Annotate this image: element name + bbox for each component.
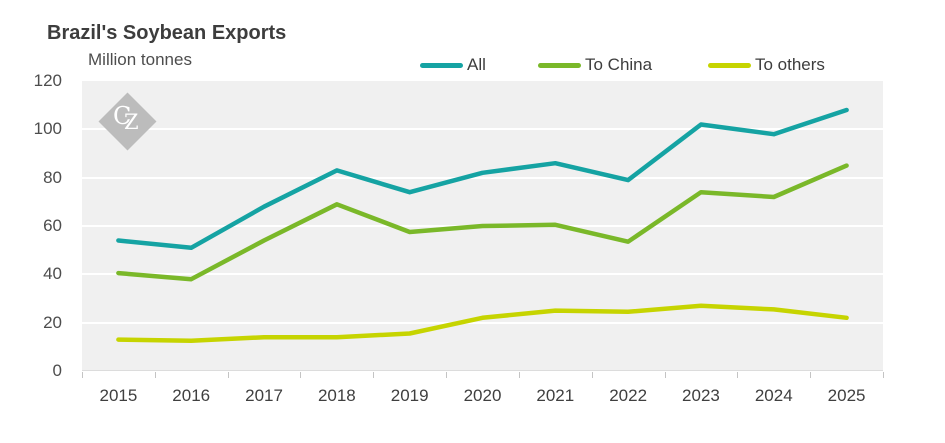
x-axis-tick — [883, 372, 884, 378]
x-axis-label-2020: 2020 — [463, 386, 502, 405]
gridline-20 — [82, 321, 883, 324]
y-axis-label-100: 100 — [33, 119, 62, 139]
x-axis-label-2023: 2023 — [682, 386, 720, 405]
x-axis-tick — [82, 372, 83, 378]
x-axis-label-2018: 2018 — [317, 386, 356, 405]
x-axis-tick — [300, 372, 302, 378]
x-axis-tick — [446, 372, 448, 378]
series-lines — [116, 107, 849, 344]
plot-area: C Z — [82, 81, 883, 371]
x-axis-tick — [737, 372, 739, 378]
x-axis-label-2017: 2017 — [245, 386, 283, 405]
series-line-all — [116, 107, 849, 251]
series-line-to-others — [116, 303, 849, 344]
x-axis-tick — [227, 372, 229, 378]
chart-title: Brazil's Soybean Exports — [47, 22, 287, 44]
x-axis-tick — [664, 372, 666, 378]
legend-label-to-others: To others — [755, 55, 825, 74]
y-axis-label-40: 40 — [43, 264, 62, 284]
gridline-100 — [82, 128, 883, 131]
x-axis-label-2019: 2019 — [390, 386, 429, 405]
x-axis-tick — [154, 372, 156, 378]
legend-swatch-all — [420, 62, 463, 68]
legend-item-to-china: To China — [538, 54, 652, 76]
series-line-to-china — [116, 163, 849, 282]
x-axis-tick — [810, 372, 812, 378]
x-axis-label-2025: 2025 — [827, 386, 866, 405]
y-axis-label-80: 80 — [43, 167, 62, 187]
x-axis-label-2016: 2016 — [172, 386, 211, 405]
x-axis-label-2015: 2015 — [99, 386, 138, 405]
legend-item-all: All — [420, 54, 486, 76]
x-axis-tick — [373, 372, 375, 378]
x-axis-tick — [518, 372, 520, 378]
legend-swatch-to-china — [538, 62, 581, 68]
y-axis-label-120: 120 — [33, 71, 62, 90]
x-axis-label-2021: 2021 — [536, 386, 575, 405]
legend-swatch-to-others — [708, 62, 751, 68]
gridline-40 — [82, 273, 883, 276]
x-axis-tick — [591, 372, 593, 378]
legend-item-to-others: To others — [708, 54, 825, 76]
y-axis-label-0: 0 — [52, 361, 62, 380]
legend-label-all: All — [467, 55, 486, 74]
gridline-80 — [82, 176, 883, 179]
chart-subtitle: Million tonnes — [88, 50, 192, 69]
y-axis-label-20: 20 — [43, 312, 62, 332]
y-axis-label-60: 60 — [43, 216, 62, 235]
x-axis-label-2024: 2024 — [754, 386, 793, 405]
x-axis-label-2022: 2022 — [609, 386, 648, 405]
legend-label-to-china: To China — [585, 55, 653, 74]
